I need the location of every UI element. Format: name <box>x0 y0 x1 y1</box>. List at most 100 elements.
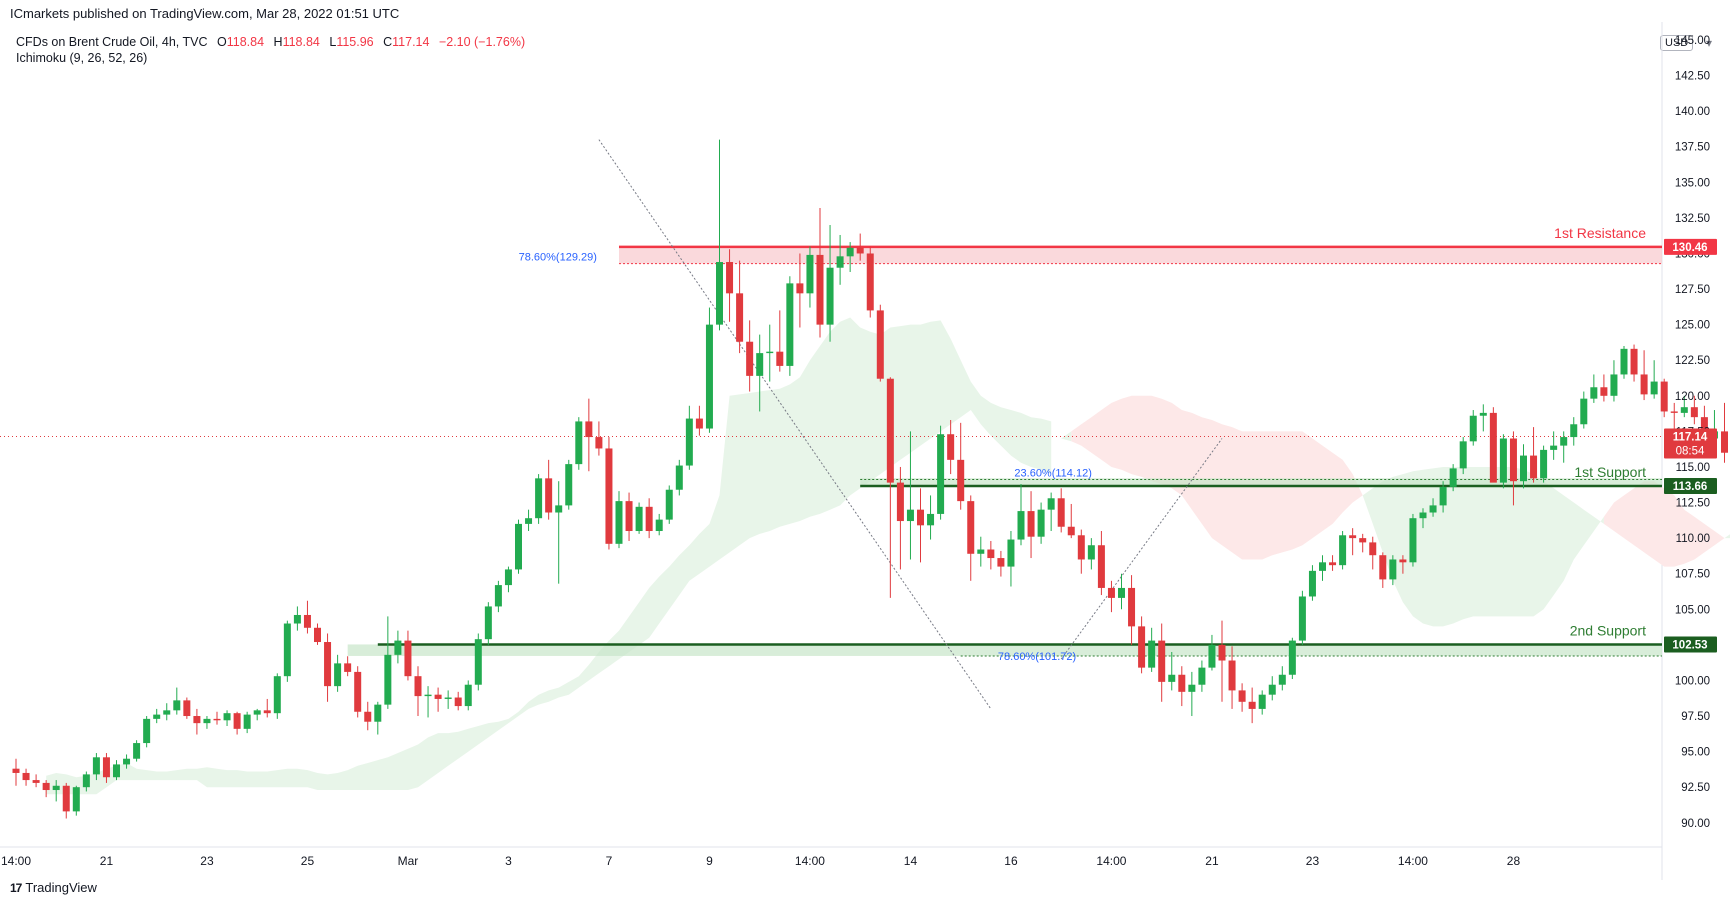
fib-trend-line-2[interactable] <box>1060 438 1223 660</box>
support-2-label: 2nd Support <box>1570 622 1646 638</box>
x-tick-label: 14:00 <box>1398 854 1428 868</box>
candle-body <box>1530 455 1538 479</box>
currency-badge[interactable]: USD <box>1660 35 1694 51</box>
candle <box>22 768 30 786</box>
candle <box>937 425 945 520</box>
candle <box>736 260 744 354</box>
candle-body <box>836 256 844 268</box>
price-axis[interactable]: 90.00 92.50 95.00 97.50 100.00 102.50 105.00 10… <box>1664 35 1717 830</box>
candle-body <box>1027 511 1035 537</box>
candle <box>977 536 985 567</box>
candle-body <box>374 704 382 722</box>
candle <box>1489 407 1497 483</box>
candle <box>464 680 472 711</box>
candle <box>695 405 703 436</box>
candle <box>896 466 904 570</box>
candle-body <box>726 262 734 294</box>
candle <box>1419 508 1427 529</box>
candle <box>1650 360 1658 399</box>
x-tick-label: 14 <box>904 854 918 868</box>
candle-body <box>52 785 60 791</box>
indicator-legend[interactable]: Ichimoku (9, 26, 52, 26) <box>16 51 148 65</box>
candle <box>1570 417 1578 446</box>
candle-body <box>72 787 80 812</box>
candle <box>253 708 261 721</box>
candle <box>1178 666 1186 707</box>
candle <box>1610 360 1618 402</box>
candle <box>1389 555 1397 586</box>
candle-body <box>133 743 141 759</box>
symbol-name[interactable]: CFDs on Brent Crude Oil, 4h, TVC <box>16 35 208 49</box>
candle-body <box>1389 559 1397 580</box>
candle-body <box>997 558 1005 567</box>
y-tick-label: 137.50 <box>1675 142 1710 154</box>
candle <box>1107 580 1115 613</box>
candle <box>1630 344 1638 382</box>
candle-body <box>1499 438 1507 483</box>
fib-label-1: 78.60%(129.29) <box>519 252 597 264</box>
candle-body <box>1479 412 1487 416</box>
candle-body <box>193 716 201 724</box>
time-axis[interactable]: 14:00 21 23 25 Mar 3 7 9 14:00 14 16 14:00 21 23 14:00… <box>1 854 1520 868</box>
fib-trend-line-1[interactable] <box>598 139 992 710</box>
x-tick-label: 14:00 <box>1 854 31 868</box>
candle <box>203 716 211 729</box>
fib-label-2: 23.60%(114.12) <box>1014 467 1091 479</box>
candle-body <box>625 501 633 532</box>
candle-body <box>454 697 462 707</box>
candle <box>92 753 100 781</box>
candle-body <box>1449 468 1457 487</box>
candle <box>1499 434 1507 489</box>
candle-body <box>896 482 904 522</box>
candle-body <box>967 501 975 554</box>
low-value: 115.96 <box>336 35 374 49</box>
candle-body <box>1037 509 1045 537</box>
candle <box>515 519 522 574</box>
candle-body <box>816 254 824 325</box>
candle-body <box>555 505 563 513</box>
candle <box>826 225 834 342</box>
candle-body <box>1087 545 1095 560</box>
candle <box>1037 502 1045 544</box>
y-tick-label: 122.50 <box>1675 355 1710 367</box>
resistance-zone <box>619 246 1662 264</box>
candle-body <box>856 247 864 254</box>
candle-body <box>223 713 231 721</box>
candle <box>836 234 844 285</box>
candle-body <box>12 768 20 773</box>
candle <box>726 249 734 322</box>
candle-body <box>1439 486 1447 506</box>
candle <box>1087 538 1095 570</box>
candle-body <box>535 478 543 519</box>
candle <box>334 654 342 692</box>
tradingview-brand[interactable]: 17 TradingView <box>10 880 97 895</box>
candle-body <box>1509 438 1517 482</box>
candle <box>1439 481 1447 513</box>
ichimoku-cloud <box>46 317 1730 795</box>
candle <box>1067 503 1075 539</box>
candle <box>153 708 161 724</box>
candle <box>1479 404 1487 432</box>
candle-body <box>1630 348 1638 375</box>
candle-body <box>364 711 372 722</box>
candle <box>625 492 633 541</box>
candle-body <box>1670 411 1678 413</box>
low-label: L <box>329 35 337 49</box>
candle-body <box>1419 512 1427 519</box>
candle <box>605 437 613 550</box>
candle-body <box>213 718 221 721</box>
candle-body <box>575 421 583 465</box>
candle <box>675 459 683 496</box>
candle-body <box>876 310 884 379</box>
candle-body <box>444 697 452 699</box>
support-1-zone <box>860 478 1662 487</box>
candle-body <box>203 718 211 724</box>
candle-body <box>334 663 342 687</box>
last-price-tag-label: 117.14 <box>1673 432 1708 444</box>
price-scale-menu-icon[interactable]: ▾ <box>1706 36 1713 50</box>
candle <box>1057 488 1065 533</box>
candle <box>866 246 874 318</box>
candle <box>886 377 894 598</box>
candle <box>1007 531 1015 587</box>
